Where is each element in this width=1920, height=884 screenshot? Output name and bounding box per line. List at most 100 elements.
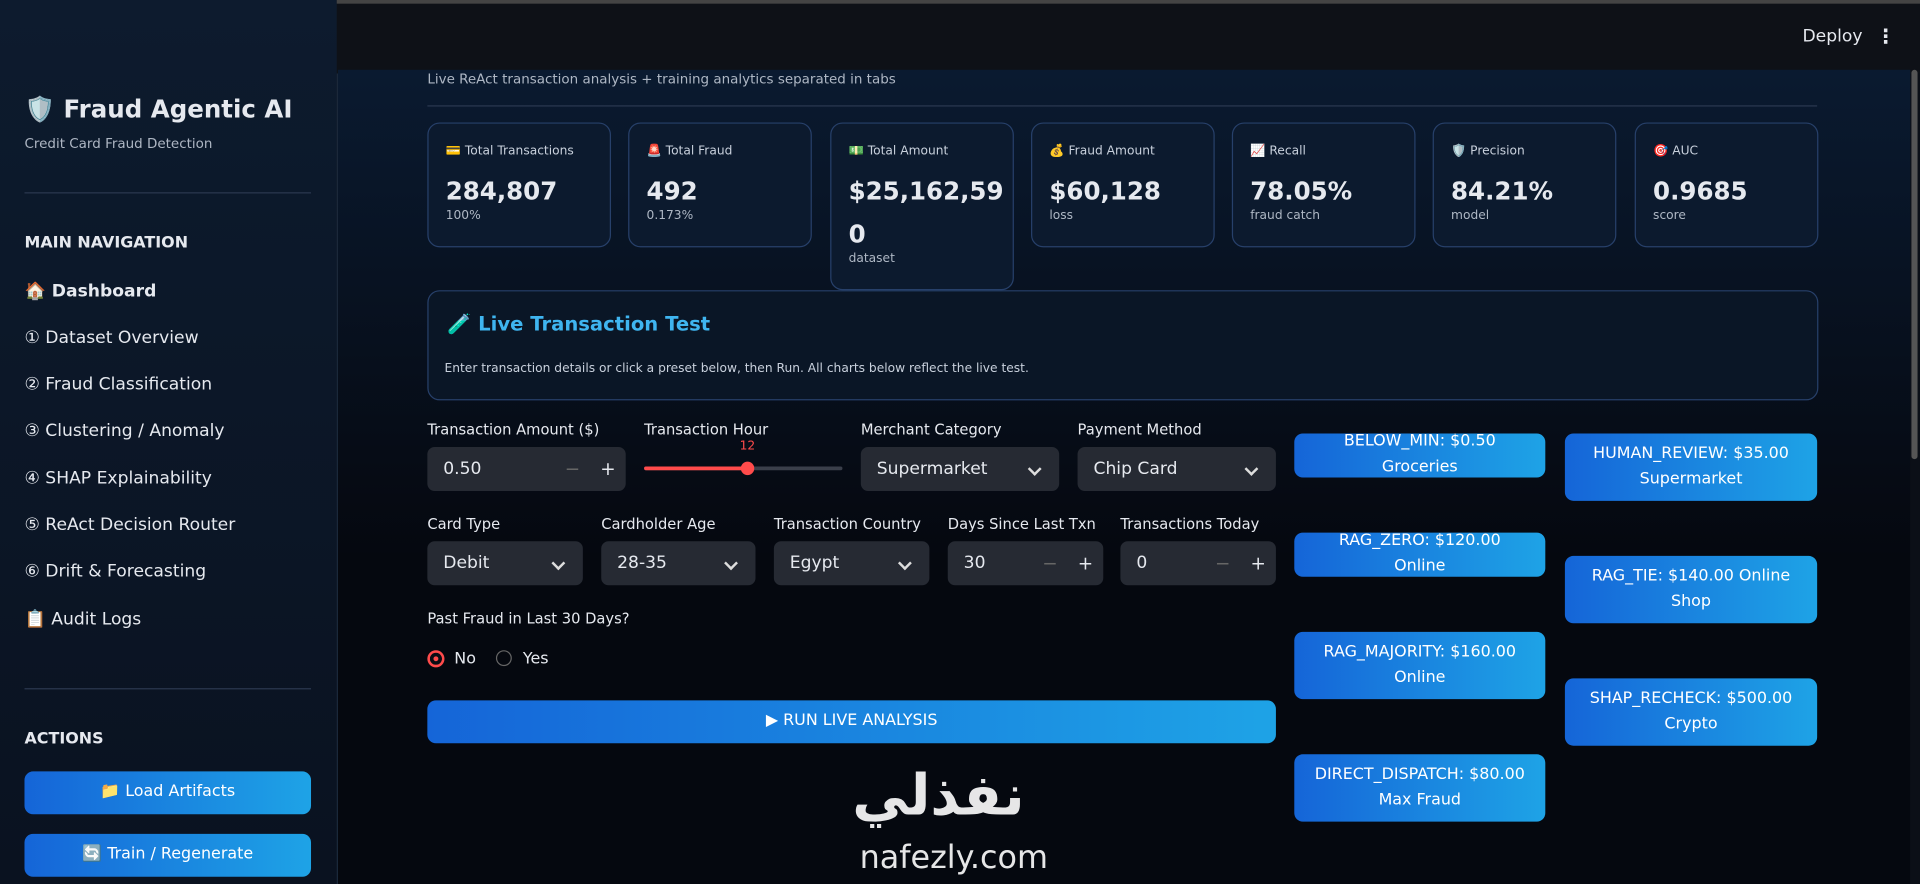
actions-heading: ACTIONS [24,729,104,749]
load-button[interactable]: 📁 Load Artifacts [24,771,312,815]
nav-item[interactable]: ⑥ Drift & Forecasting [24,562,207,582]
field-label: Transaction Amount ($) [427,421,600,439]
input-value: 0 [1136,553,1148,574]
decrement[interactable]: − [1042,552,1058,575]
metric-sub: fraud catch [1250,209,1321,223]
preset-button[interactable]: HUMAN_REVIEW: $35.00 Supermarket [1564,433,1818,501]
metric-card: 💳 Total Transactions 284,807 100% [427,122,612,248]
metric-sub: score [1653,209,1686,223]
metric-value: 0.9685 [1653,176,1748,206]
metric-label: 💵 Total Amount [848,144,949,158]
divider [24,688,312,690]
field-label: Merchant Category [860,421,1002,439]
metric-sub: model [1451,209,1490,223]
input-value: 0.50 [443,459,482,479]
metric-card: 🛡️ Precision 84.21% model [1432,122,1617,248]
field-label: Card Type [427,515,501,533]
select[interactable]: 28-35 [601,541,756,586]
watermark: نفذلي [852,761,1025,828]
nav-item[interactable]: 📋 Audit Logs [24,609,142,630]
metric-card: 💵 Total Amount $25,162,590 dataset [830,122,1014,291]
metric-label: 📈 Recall [1250,144,1306,158]
select[interactable]: Supermarket [860,446,1060,492]
slider-value: 12 [739,439,756,454]
metric-value: 284,807 [445,176,558,206]
field-label: Days Since Last Txn [947,515,1096,533]
preset-button[interactable]: RAG_MAJORITY: $160.00 Online [1294,631,1546,700]
radio-label: No [454,650,476,669]
field-label: Transaction Hour [644,421,769,439]
radio[interactable] [495,650,512,667]
deploy-button[interactable]: Deploy [1802,26,1863,47]
page-subtitle: Live ReAct transaction analysis + traini… [427,71,896,87]
input-value: Chip Card [1093,459,1178,479]
input-value: 28-35 [617,553,667,574]
metric-card: 🚨 Total Fraud 492 0.173% [628,122,812,248]
preset-button[interactable]: RAG_TIE: $140.00 Online Shop [1564,555,1818,624]
metric-card: 🎯 AUC 0.9685 score [1634,122,1819,248]
metric-value: $25,162,590 [848,176,1004,249]
input-value: Egypt [789,553,840,574]
nav-item[interactable]: ① Dataset Overview [24,328,199,348]
top-bar: Deploy ⋮ [336,0,1920,74]
radio-selected[interactable] [427,650,445,668]
preset-button[interactable]: RAG_ZERO: $120.00 Online [1294,532,1546,577]
watermark: nafezly.com [859,840,1049,877]
metric-sub: 100% [445,209,481,223]
metric-value: $60,128 [1049,176,1161,206]
number-input[interactable]: 0.50 − + [427,446,626,492]
nav-item[interactable]: ⑤ ReAct Decision Router [24,515,236,536]
field-label: Transaction Country [773,515,921,533]
live-test-panel: 🧪 Live Transaction Test Enter transactio… [427,290,1819,401]
metric-label: 🚨 Total Fraud [646,144,733,158]
preset-button[interactable]: BELOW_MIN: $0.50 Groceries [1294,432,1546,478]
increment[interactable]: + [1077,552,1094,575]
slider-thumb[interactable] [740,461,755,476]
live-test-description: Enter transaction details or click a pre… [444,362,1029,376]
field-label: Transactions Today [1120,515,1260,533]
metric-label: 🛡️ Precision [1451,144,1525,158]
radio-label: Yes [522,650,549,669]
nav-item[interactable]: 🏠 Dashboard [24,281,157,302]
metric-label: 💳 Total Transactions [445,144,574,158]
increment[interactable]: + [1250,552,1266,575]
metric-value: 492 [646,176,698,206]
input-value: Supermarket [876,459,988,479]
number-input[interactable]: 30 − + [947,541,1104,586]
metric-value: 84.21% [1451,176,1554,206]
preset-button[interactable]: DIRECT_DISPATCH: $80.00 Max Fraud [1294,754,1546,822]
input-value: 30 [963,553,986,574]
train-button[interactable]: 🔄 Train / Regenerate [24,833,312,877]
app-title: 🛡️ Fraud Agentic AI [24,94,293,124]
run-button[interactable]: ▶ RUN LIVE ANALYSIS [427,700,1276,744]
select[interactable]: Chip Card [1077,446,1276,492]
nav-item[interactable]: ③ Clustering / Anomaly [24,421,225,441]
nav-item[interactable]: ④ SHAP Explainability [24,468,212,489]
scrollbar [1911,69,1918,460]
nav-item[interactable]: ② Fraud Classification [24,374,213,395]
number-input[interactable]: 0 − + [1120,541,1276,586]
slider-fill [644,466,747,471]
field-label: Payment Method [1077,421,1202,439]
divider [24,192,312,194]
sidebar: 🛡️ Fraud Agentic AI Credit Card Fraud De… [0,0,338,884]
metric-sub: dataset [848,252,895,266]
metric-card: 📈 Recall 78.05% fraud catch [1231,122,1416,248]
decrement[interactable]: − [564,457,581,481]
metric-card: 💰 Fraud Amount $60,128 loss [1031,122,1215,248]
preset-button[interactable]: SHAP_RECHECK: $500.00 Crypto [1564,678,1818,746]
decrement[interactable]: − [1214,552,1231,575]
select[interactable]: Debit [427,541,583,586]
app-subtitle: Credit Card Fraud Detection [24,135,213,152]
select[interactable]: Egypt [773,541,930,586]
increment[interactable]: + [600,457,616,481]
live-test-title: 🧪 Live Transaction Test [446,312,711,336]
metric-label: 🎯 AUC [1653,144,1699,158]
menu-button[interactable]: ⋮ [1875,24,1896,48]
field-label: Cardholder Age [601,515,716,533]
metric-sub: loss [1049,209,1074,223]
metric-sub: 0.173% [646,209,694,223]
field-label: Past Fraud in Last 30 Days? [427,609,630,627]
metric-value: 78.05% [1250,176,1353,206]
